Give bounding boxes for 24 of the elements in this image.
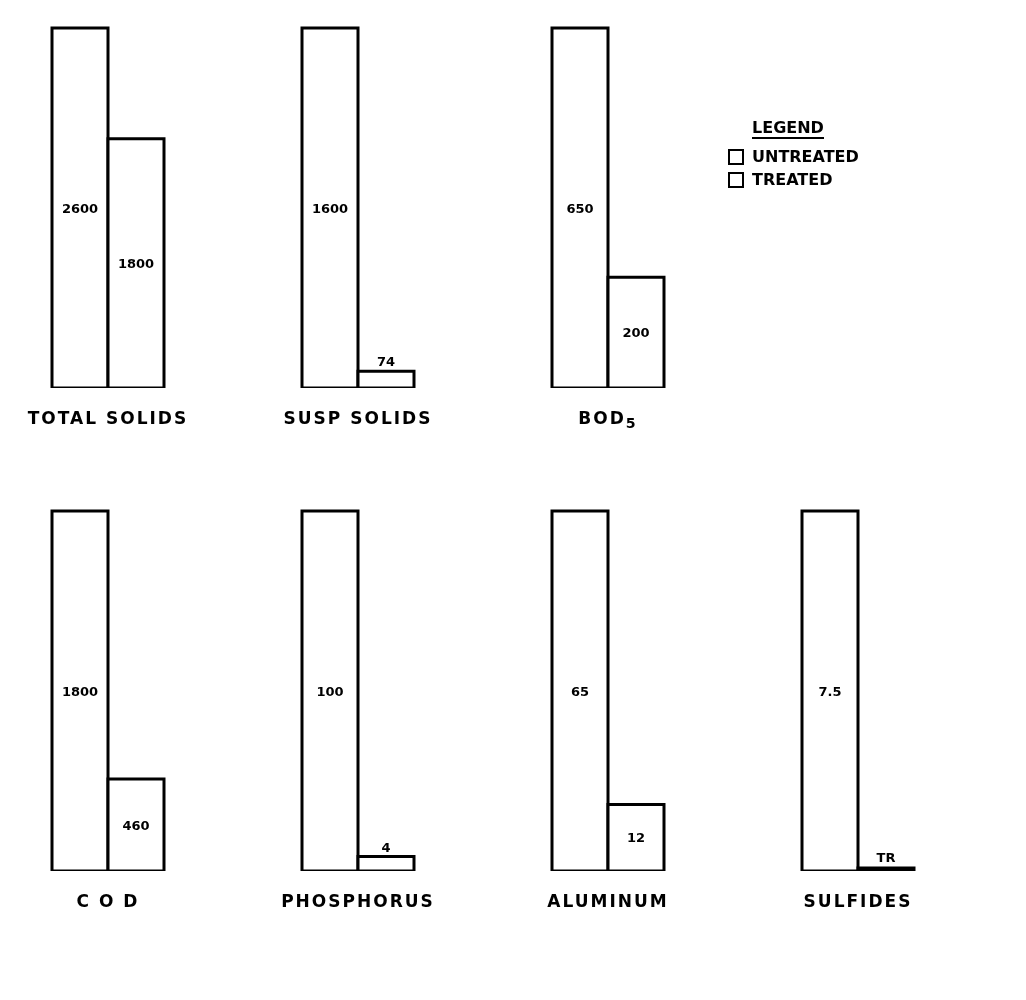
data-label: 100 <box>316 684 344 700</box>
x-axis-title: BOD$_{5}$ <box>577 408 639 432</box>
x-axis-title: SUSP SOLIDS <box>282 408 434 428</box>
legend-label: TREATED <box>752 170 833 189</box>
x-axis-title: C O D <box>75 891 141 912</box>
x-axis-title: PHOSPHORUS <box>280 891 436 912</box>
data-label: 12 <box>626 830 646 846</box>
data-label: 4 <box>381 839 391 855</box>
data-label: 2600 <box>61 200 99 216</box>
data-label: 7.5 <box>818 684 842 700</box>
data-label: 1800 <box>61 684 99 700</box>
x-axis-title: ALUMINUM <box>546 891 670 912</box>
data-label: 1800 <box>117 256 155 271</box>
legend-title: LEGEND <box>752 118 824 139</box>
data-label: 200 <box>622 325 650 341</box>
data-label: 460 <box>122 818 150 834</box>
data-label: 65 <box>570 684 590 700</box>
legend-label: UNTREATED <box>752 147 859 166</box>
x-axis-title: SULFIDES <box>802 891 914 912</box>
data-label: 1600 <box>311 200 349 216</box>
x-axis-title: TOTAL SOLIDS <box>26 408 190 428</box>
data-label: 650 <box>566 200 594 216</box>
data-label: 74 <box>376 354 396 370</box>
data-label: TR <box>876 850 896 866</box>
